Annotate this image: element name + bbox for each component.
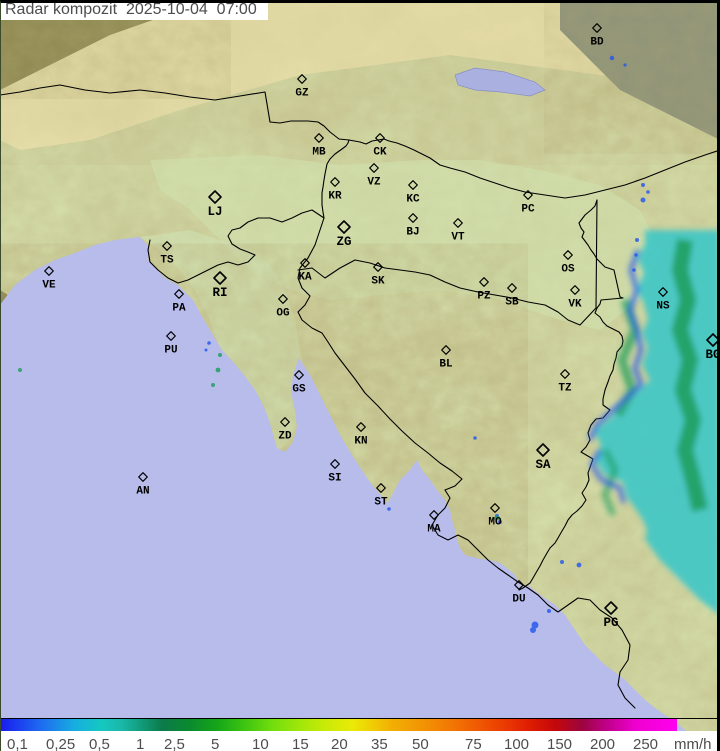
svg-text:ST: ST (374, 496, 388, 508)
svg-text:PZ: PZ (477, 290, 491, 302)
svg-text:GS: GS (292, 383, 306, 395)
svg-text:SA: SA (535, 458, 551, 472)
svg-text:VZ: VZ (367, 176, 381, 188)
svg-text:BJ: BJ (406, 226, 419, 238)
svg-text:PG: PG (603, 616, 618, 630)
svg-text:NS: NS (656, 300, 670, 312)
svg-text:BD: BD (590, 36, 604, 48)
svg-text:PU: PU (164, 344, 177, 356)
svg-text:BG: BG (705, 348, 720, 362)
svg-text:KR: KR (328, 190, 342, 202)
svg-text:MA: MA (427, 523, 441, 535)
svg-text:LJ: LJ (207, 205, 222, 219)
svg-text:SK: SK (371, 275, 385, 287)
svg-text:VE: VE (42, 279, 56, 291)
svg-text:TS: TS (160, 254, 174, 266)
svg-text:CK: CK (373, 146, 387, 158)
svg-text:OS: OS (561, 263, 575, 275)
svg-text:PA: PA (172, 302, 186, 314)
svg-text:VT: VT (451, 231, 465, 243)
svg-text:RI: RI (212, 286, 227, 300)
svg-text:KN: KN (354, 435, 367, 447)
svg-text:SB: SB (505, 296, 519, 308)
svg-text:VK: VK (568, 298, 582, 310)
svg-text:SI: SI (328, 472, 341, 484)
svg-text:OG: OG (276, 307, 290, 319)
svg-text:KA: KA (298, 271, 312, 283)
svg-text:PC: PC (521, 203, 535, 215)
svg-text:ZD: ZD (278, 430, 292, 442)
svg-text:TZ: TZ (558, 382, 572, 394)
svg-text:AN: AN (136, 485, 149, 497)
svg-text:BL: BL (439, 358, 453, 370)
svg-text:DU: DU (512, 593, 525, 605)
svg-text:KC: KC (406, 193, 420, 205)
svg-text:GZ: GZ (295, 87, 309, 99)
svg-text:MO: MO (488, 516, 502, 528)
svg-text:ZG: ZG (336, 235, 351, 249)
svg-text:MB: MB (312, 146, 326, 158)
